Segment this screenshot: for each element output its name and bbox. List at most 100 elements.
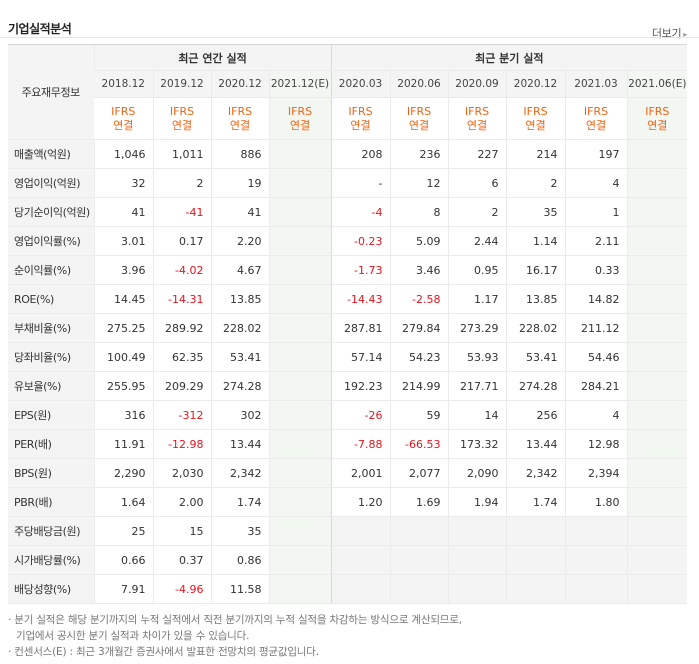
quarter-value-cell: 57.14: [330, 342, 391, 372]
more-link[interactable]: 더보기 ▸: [652, 25, 687, 41]
quarter-value-cell: -26: [330, 400, 391, 430]
ifrs-label: IFRS: [169, 104, 195, 118]
quarter-value-cell: 1: [564, 197, 628, 227]
quarter-value-cell: 208: [330, 139, 391, 169]
annual-value-cell: 32: [93, 168, 153, 198]
table-row: 부채비율(%) 275.25 289.92 228.02 287.81 279.84 273…: [8, 313, 688, 343]
quarter-value-cell: 59: [389, 400, 449, 430]
annual-value-cell: -4.02: [152, 255, 211, 285]
quarter-value-cell: 13.85: [505, 284, 566, 314]
quarter-empty-cell: [330, 574, 391, 604]
row-label: PBR(배): [8, 487, 94, 517]
quarter-value-cell: 2,394: [564, 458, 628, 488]
table-row: 영업이익(억원) 32 2 19-12 6 2 4: [8, 168, 688, 198]
annual-value-cell: 15: [152, 516, 211, 546]
annual-value-cell: -41: [152, 197, 211, 227]
annual-value-cell: 41: [210, 197, 269, 227]
table-row: PBR(배) 1.64 2.00 1.74 1.20 1.69 1.94 1.74 1.80: [8, 487, 688, 517]
quarter-value-cell: 279.84: [389, 313, 449, 343]
ifrs-basis: 연결: [171, 118, 193, 132]
quarter-date-header: 2020.06: [389, 70, 449, 98]
annual-value-cell: [268, 574, 332, 604]
quarter-value-cell: 197: [564, 139, 628, 169]
table-row: BPS(원) 2,290 2,030 2,342 2,001 2,077 2,090 2,34…: [8, 458, 688, 488]
ifrs-basis: 연결: [113, 118, 134, 132]
table-row: 주당배당금(원) 25 15 35: [8, 516, 688, 546]
ifrs-tag: IFRS 연결: [94, 97, 153, 140]
quarter-empty-cell: [389, 545, 449, 575]
quarter-date-header: 2020.12: [505, 70, 566, 98]
table-row: 유보율(%) 255.95 209.29 274.28 192.23 214.99 217.…: [8, 371, 688, 401]
annual-value-cell: 0.66: [93, 545, 153, 575]
annual-value-cell: 0.37: [152, 545, 211, 575]
ifrs-basis: 연결: [229, 118, 251, 132]
quarter-value-cell: [626, 400, 688, 430]
annual-value-cell: 0.86: [210, 545, 269, 575]
quarter-value-cell: 4: [564, 168, 628, 198]
ifrs-tag: IFRS 연결: [330, 97, 391, 140]
ifrs-tag: IFRS 연결: [389, 97, 449, 140]
quarter-value-cell: 14.82: [564, 284, 628, 314]
row-label: EPS(원): [8, 400, 94, 430]
table-row: ROE(%) 14.45 -14.31 13.85 -14.43 -2.58 1.17 13.…: [8, 284, 688, 314]
annual-value-cell: 1.74: [210, 487, 269, 517]
quarter-value-cell: 2: [505, 168, 566, 198]
annual-date-header: 2021.12(E): [268, 70, 332, 98]
ifrs-label: IFRS: [348, 104, 373, 118]
annual-value-cell: [268, 197, 332, 227]
quarter-value-cell: -14.43: [330, 284, 391, 314]
quarter-value-cell: 211.12: [564, 313, 628, 343]
annual-value-cell: 7.91: [93, 574, 153, 604]
quarter-value-cell: 2,342: [505, 458, 566, 488]
annual-date-header: 2018.12: [94, 70, 153, 98]
table-row: PER(배) 11.91 -12.98 13.44 -7.88 -66.53 173.32 1…: [8, 429, 688, 459]
quarter-value-cell: 256: [505, 400, 566, 430]
quarter-value-cell: [626, 226, 688, 256]
ifrs-tag: IFRS 연결: [268, 97, 332, 140]
quarter-value-cell: 1.94: [447, 487, 507, 517]
table-row: EPS(원) 316 -312 302 -26 59 14 256 4: [8, 400, 688, 430]
annual-value-cell: 316: [93, 400, 153, 430]
annual-value-cell: 11.58: [210, 574, 269, 604]
quarter-value-cell: [626, 255, 688, 285]
row-header: 주요재무정보: [8, 44, 94, 140]
row-label: 유보율(%): [8, 371, 94, 401]
annual-value-cell: 1,046: [93, 139, 153, 169]
quarter-value-cell: -1.73: [330, 255, 391, 285]
financial-table: 주요재무정보 최근 연간 실적 최근 분기 실적 2018.12 2019.12 2…: [8, 44, 688, 604]
row-label: PER(배): [8, 429, 94, 459]
ifrs-basis: 연결: [350, 118, 371, 132]
annual-value-cell: [268, 313, 332, 343]
table-row: 시가배당률(%) 0.66 0.37 0.86: [8, 545, 688, 575]
annual-value-cell: 13.44: [210, 429, 269, 459]
quarter-value-cell: 2.11: [564, 226, 628, 256]
quarter-value-cell: 173.32: [447, 429, 507, 459]
quarter-value-cell: [626, 429, 688, 459]
annual-value-cell: 4.67: [210, 255, 269, 285]
footnote-1-cont: 기업에서 공시한 분기 실적과 차이가 있을 수 있습니다.: [16, 630, 250, 642]
quarter-empty-cell: [447, 545, 507, 575]
annual-value-cell: [268, 545, 332, 575]
annual-value-cell: [268, 226, 332, 256]
ifrs-label: IFRS: [227, 104, 253, 118]
quarter-value-cell: 228.02: [505, 313, 566, 343]
row-label: 배당성향(%): [8, 574, 94, 604]
quarter-empty-cell: [389, 516, 449, 546]
quarter-value-cell: 53.93: [447, 342, 507, 372]
ifrs-label: IFRS: [523, 104, 548, 118]
ifrs-label: IFRS: [464, 104, 490, 118]
quarter-value-cell: 13.44: [505, 429, 566, 459]
quarter-group-header: 최근 분기 실적: [330, 44, 688, 71]
quarter-empty-cell: [626, 574, 688, 604]
quarter-value-cell: 53.41: [505, 342, 566, 372]
row-label: 순이익률(%): [8, 255, 94, 285]
footnote-2: · 컨센서스(E) : 최근 3개월간 증권사에서 발표한 전망치의 평균값입니…: [8, 646, 319, 658]
annual-value-cell: 2: [152, 168, 211, 198]
quarter-value-cell: 12.98: [564, 429, 628, 459]
quarter-value-cell: 2,077: [389, 458, 449, 488]
quarter-value-cell: [626, 342, 688, 372]
ifrs-basis: 연결: [525, 118, 546, 132]
annual-value-cell: 274.28: [210, 371, 269, 401]
quarter-value-cell: 6: [447, 168, 507, 198]
quarter-value-cell: 8: [389, 197, 449, 227]
